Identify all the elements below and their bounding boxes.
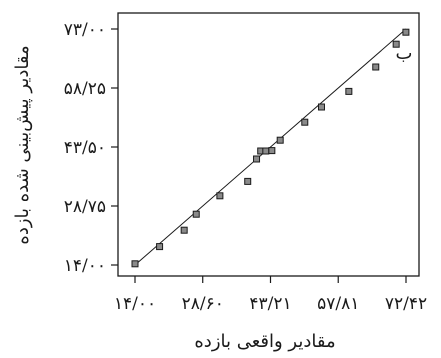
y-tick-label-3: ۵۸/۲۵ [64,79,106,99]
data-point-11 [301,118,309,126]
data-point-16 [402,28,410,36]
plot-frame [117,12,420,277]
x-tick-label-3: ۵۷/۸۱ [317,294,359,314]
y-tick-label-4: ۷۳/۰۰ [64,20,106,40]
y-tick-label-2: ۴۳/۵۰ [64,138,106,158]
data-point-14 [372,63,380,71]
data-point-4 [216,192,224,200]
data-point-15 [392,40,400,48]
y-tick-label-0: ۱۴/۰۰ [64,256,106,276]
data-point-6 [253,155,261,163]
data-point-12 [317,103,325,111]
y-tick-label-1: ۲۸/۷۵ [64,197,106,217]
x-axis-title: مقادیر واقعی بازده [194,331,335,352]
x-tick-label-0: ۱۴/۰۰ [114,294,156,314]
panel-label: ب [396,43,413,64]
x-tick-label-1: ۲۸/۶۰ [182,294,224,314]
data-point-5 [244,177,252,185]
x-tick-label-4: ۷۲/۴۲ [385,294,427,314]
data-point-9 [268,147,276,155]
y-axis-title: مقادیر پیش‌بینی شده بازده [12,45,33,244]
data-point-0 [131,260,139,268]
data-point-2 [180,226,188,234]
data-point-3 [192,210,200,218]
data-point-8 [262,147,270,155]
data-point-13 [345,87,353,95]
fit-line [134,28,407,266]
data-point-1 [156,243,164,251]
x-tick-label-2: ۴۳/۲۱ [249,294,291,314]
data-point-10 [276,136,284,144]
